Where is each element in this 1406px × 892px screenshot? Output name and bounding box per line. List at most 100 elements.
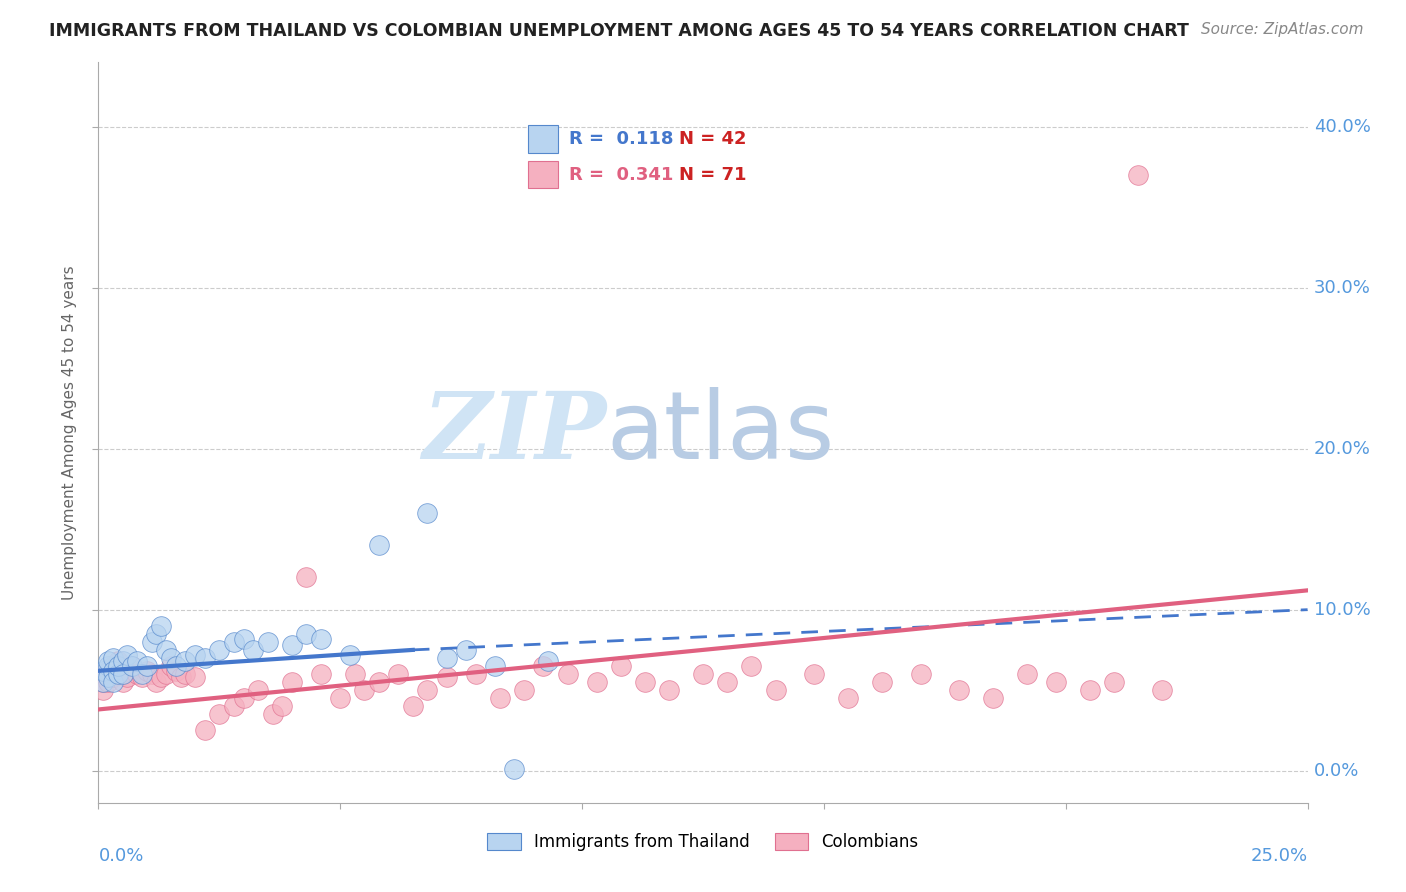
Point [1015,667,1038,681]
Point [141,667,163,681]
Point [803,667,825,681]
Point [91,675,114,690]
Text: 20.0%: 20.0% [1313,440,1371,458]
Point [585,675,607,690]
Point [309,632,332,646]
Point [121,659,143,673]
Point [513,683,536,698]
Point [484,659,506,673]
Point [111,654,134,668]
Point [127,667,149,681]
Text: N = 42: N = 42 [679,130,747,148]
Point [740,659,762,673]
Point [464,667,486,681]
Point [150,619,173,633]
Point [837,691,859,706]
Point [131,670,153,684]
Point [368,538,391,552]
Text: N = 71: N = 71 [679,166,747,184]
Point [91,675,114,690]
Point [97,670,120,684]
Point [117,670,139,684]
Point [135,664,157,678]
Point [910,667,932,681]
Text: 0.0%: 0.0% [1313,762,1360,780]
Point [208,707,231,722]
Point [343,667,366,681]
Point [174,654,197,668]
Point [610,659,633,673]
Point [131,667,153,681]
Point [232,632,254,646]
Point [107,667,129,681]
Point [436,670,458,684]
Point [716,675,738,690]
Point [111,667,134,681]
Point [121,659,143,673]
Point [981,691,1004,706]
Point [948,683,970,698]
Text: ZIP: ZIP [422,388,606,477]
Bar [529,161,558,188]
Text: Source: ZipAtlas.com: Source: ZipAtlas.com [1201,22,1364,37]
Point [281,638,304,652]
Point [97,664,120,678]
Point [145,627,167,641]
Text: R =  0.118: R = 0.118 [569,130,673,148]
Point [454,643,477,657]
Point [353,683,375,698]
Text: R =  0.341: R = 0.341 [569,166,673,184]
Point [247,683,270,698]
Point [91,667,114,681]
Point [111,675,134,690]
Text: atlas: atlas [606,386,835,479]
Point [271,699,294,714]
Point [101,664,124,678]
Point [232,691,254,706]
Text: 40.0%: 40.0% [1313,118,1371,136]
Point [101,670,124,684]
Point [97,675,120,690]
Point [765,683,787,698]
Point [295,570,318,584]
Point [101,675,124,690]
Point [165,659,187,673]
Point [489,691,512,706]
Point [222,635,245,649]
Point [416,506,439,520]
Point [160,651,183,665]
Point [160,659,183,673]
Point [416,683,439,698]
Point [537,654,560,668]
Point [101,659,124,673]
Text: 25.0%: 25.0% [1250,847,1308,865]
Point [107,654,129,668]
Point [339,648,361,662]
Text: 0.0%: 0.0% [98,847,143,865]
Point [101,667,124,681]
Bar [529,125,558,153]
Point [1128,168,1150,182]
Point [91,683,114,698]
Point [436,651,458,665]
Point [557,667,579,681]
Text: 30.0%: 30.0% [1313,279,1371,297]
Legend: Immigrants from Thailand, Colombians: Immigrants from Thailand, Colombians [481,826,925,857]
Point [145,675,167,690]
Point [658,683,681,698]
Point [634,675,657,690]
Point [1152,683,1174,698]
Point [870,675,893,690]
Point [155,667,177,681]
Point [1078,683,1101,698]
Point [97,654,120,668]
Y-axis label: Unemployment Among Ages 45 to 54 years: Unemployment Among Ages 45 to 54 years [62,265,77,600]
Point [503,762,526,776]
Point [295,627,318,641]
Point [97,659,120,673]
Point [107,659,129,673]
Point [222,699,245,714]
Point [127,654,149,668]
Point [329,691,352,706]
Point [309,667,332,681]
